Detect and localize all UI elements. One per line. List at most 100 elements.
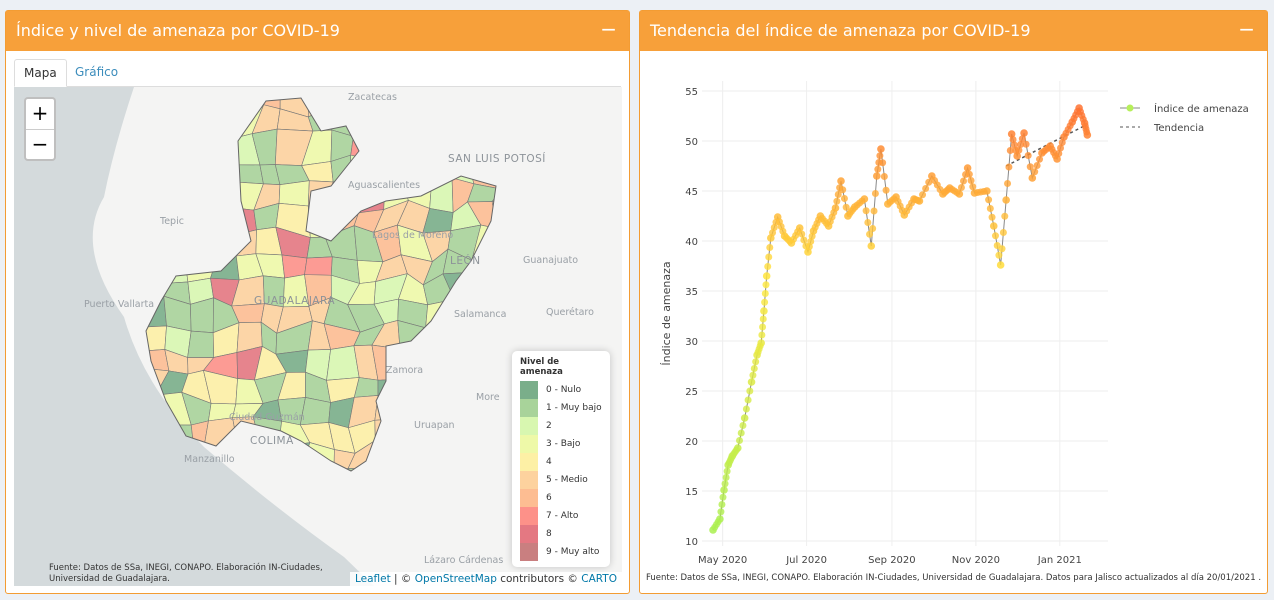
leaflet-link[interactable]: Leaflet <box>354 573 391 585</box>
data-point[interactable] <box>1053 155 1061 163</box>
data-point[interactable] <box>988 213 996 221</box>
data-point[interactable] <box>995 251 1003 259</box>
municipality[interactable] <box>140 181 167 208</box>
municipality[interactable] <box>141 325 167 352</box>
data-point[interactable] <box>880 173 888 180</box>
municipality[interactable] <box>477 399 498 429</box>
municipality[interactable] <box>476 426 503 455</box>
municipality[interactable] <box>501 275 526 305</box>
data-point[interactable] <box>795 224 804 232</box>
municipality[interactable] <box>141 349 170 372</box>
data-point[interactable] <box>1017 141 1025 148</box>
data-point[interactable] <box>740 414 749 422</box>
data-point[interactable] <box>840 195 848 202</box>
municipality[interactable] <box>444 322 475 357</box>
data-point[interactable] <box>800 236 808 244</box>
municipality[interactable] <box>164 87 184 117</box>
data-point[interactable] <box>739 422 747 429</box>
data-point[interactable] <box>882 186 890 194</box>
data-point[interactable] <box>1033 162 1041 169</box>
map[interactable]: Zacatecas SAN LUIS POTOSÍ Aguascalientes Te… <box>14 87 622 586</box>
municipality[interactable] <box>210 255 240 281</box>
municipality[interactable] <box>451 399 481 428</box>
data-point[interactable] <box>750 365 758 372</box>
data-point[interactable] <box>957 184 965 191</box>
data-point[interactable] <box>831 204 840 212</box>
data-point[interactable] <box>1018 135 1026 143</box>
data-point[interactable] <box>807 238 815 245</box>
municipality[interactable] <box>216 229 237 260</box>
data-point[interactable] <box>967 177 975 184</box>
municipality[interactable] <box>451 423 478 455</box>
municipality[interactable] <box>398 467 422 489</box>
municipality[interactable] <box>278 180 310 207</box>
municipality[interactable] <box>444 344 478 373</box>
municipality[interactable] <box>448 440 478 473</box>
data-point[interactable] <box>955 190 964 198</box>
data-point[interactable] <box>764 263 772 270</box>
municipality[interactable] <box>455 87 480 114</box>
municipality[interactable] <box>449 472 474 496</box>
municipality[interactable] <box>232 87 265 108</box>
data-point[interactable] <box>742 405 750 413</box>
data-point[interactable] <box>737 429 745 437</box>
municipality[interactable] <box>422 371 453 401</box>
municipality[interactable] <box>141 131 168 156</box>
data-point[interactable] <box>1031 168 1039 176</box>
municipality[interactable] <box>372 140 408 164</box>
data-point[interactable] <box>769 229 777 237</box>
data-point[interactable] <box>723 467 731 475</box>
data-point[interactable] <box>833 197 841 205</box>
municipality[interactable] <box>399 106 432 142</box>
data-point[interactable] <box>922 185 930 192</box>
municipality[interactable] <box>113 202 140 237</box>
municipality[interactable] <box>442 271 481 300</box>
data-point[interactable] <box>866 230 874 238</box>
municipality[interactable] <box>473 449 503 473</box>
data-point[interactable] <box>959 177 967 185</box>
data-point[interactable] <box>765 253 773 261</box>
municipality[interactable] <box>307 105 333 132</box>
municipality[interactable] <box>253 447 282 471</box>
data-point[interactable] <box>1036 155 1044 163</box>
data-point[interactable] <box>1013 152 1021 160</box>
municipality[interactable] <box>326 345 360 381</box>
zoom-in-button[interactable]: + <box>31 101 49 125</box>
data-point[interactable] <box>842 203 850 211</box>
minimize-button[interactable]: − <box>1238 17 1255 41</box>
data-point[interactable] <box>985 196 993 204</box>
tab-grafico[interactable]: Gráfico <box>75 65 119 79</box>
municipality[interactable] <box>133 273 169 298</box>
data-point[interactable] <box>872 172 881 180</box>
data-point[interactable] <box>834 191 842 198</box>
municipality[interactable] <box>331 467 349 499</box>
data-point[interactable] <box>744 396 752 404</box>
data-point[interactable] <box>867 242 876 250</box>
municipality[interactable] <box>491 320 526 349</box>
minimize-button[interactable]: − <box>600 17 617 41</box>
municipality[interactable] <box>374 395 406 421</box>
municipality[interactable] <box>190 297 214 334</box>
municipality[interactable] <box>374 440 406 471</box>
municipality[interactable] <box>213 199 237 236</box>
data-point[interactable] <box>1055 150 1063 157</box>
data-point[interactable] <box>915 197 924 205</box>
data-point[interactable] <box>746 387 754 395</box>
municipality[interactable] <box>466 344 503 373</box>
legend-trend-label[interactable]: Tendencia <box>1153 123 1204 134</box>
municipality[interactable] <box>210 88 237 112</box>
municipality[interactable] <box>419 468 458 495</box>
data-point[interactable] <box>757 339 765 347</box>
data-point[interactable] <box>759 323 767 331</box>
municipality[interactable] <box>491 178 522 202</box>
data-point[interactable] <box>1028 174 1037 182</box>
data-point[interactable] <box>1004 180 1012 187</box>
municipality[interactable] <box>374 418 406 448</box>
municipality[interactable] <box>182 181 216 206</box>
municipality[interactable] <box>500 87 522 114</box>
municipality[interactable] <box>453 110 480 133</box>
municipality[interactable] <box>427 88 457 111</box>
data-point[interactable] <box>718 501 726 508</box>
municipality[interactable] <box>466 110 500 132</box>
municipality[interactable] <box>110 249 142 275</box>
